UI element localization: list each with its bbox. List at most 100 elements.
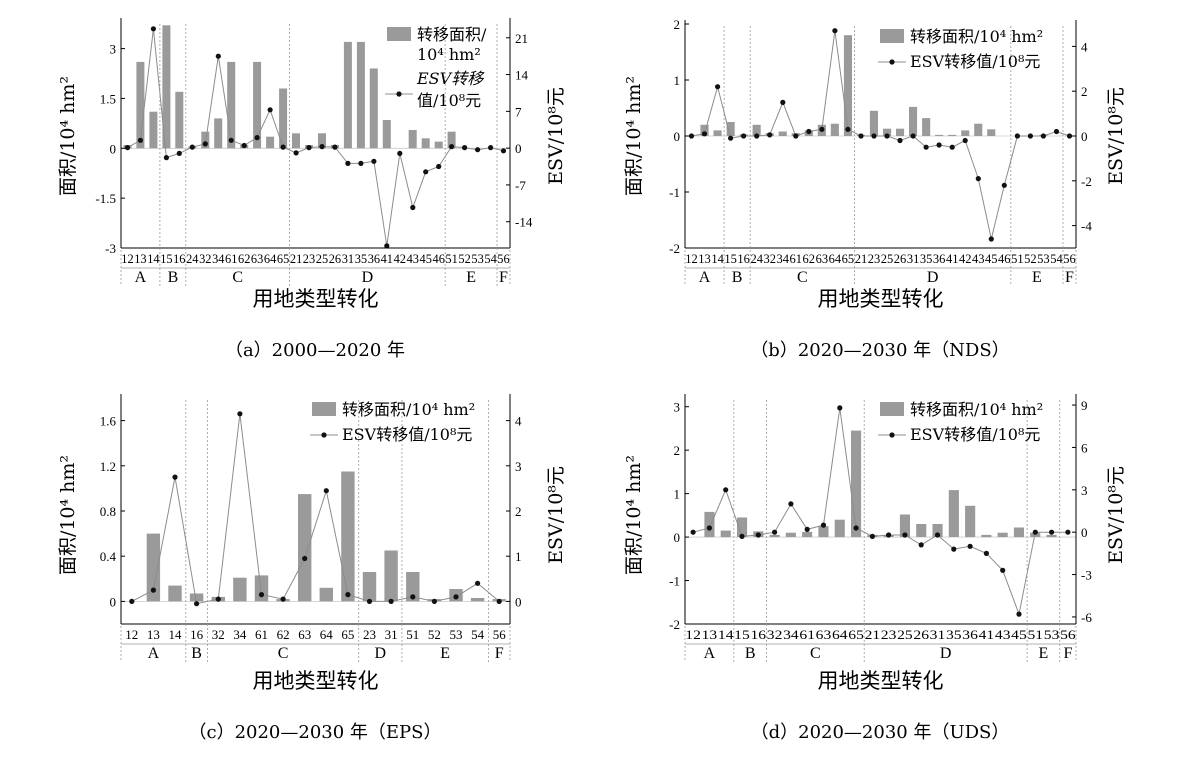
bar-32 [769, 534, 780, 538]
x-tick-label-31: 31 [930, 627, 946, 642]
esv-point-35 [358, 160, 364, 166]
legend: 转移面积/10⁴ hm² ESV转移值/10⁸元 [310, 400, 475, 444]
left-axis-title: 面积/10⁴ hm² [623, 455, 645, 575]
x-tick-label-32: 32 [763, 251, 776, 266]
bar-64 [319, 587, 333, 602]
esv-point-56 [1065, 529, 1071, 535]
esv-point-51 [1014, 133, 1021, 139]
esv-point-25 [902, 532, 908, 538]
x-tick-label-64: 64 [829, 251, 842, 266]
legend: 转移面积/10⁴ hm² ESV转移值/10⁸元 [878, 400, 1043, 444]
x-tick-label-45: 45 [1011, 627, 1027, 642]
x-tick-label-65: 65 [842, 251, 855, 266]
bar-43 [997, 532, 1008, 537]
x-axis-title: 用地类型转化 [818, 669, 944, 693]
x-tick-label-43: 43 [972, 251, 985, 266]
left-tick-label: -2 [669, 241, 680, 256]
esv-point-12 [688, 133, 695, 139]
left-tick-label: 0 [674, 530, 681, 545]
bar-14 [713, 130, 722, 136]
esv-point-23 [366, 598, 373, 605]
bar-32 [201, 131, 210, 149]
bar-13 [146, 533, 161, 602]
esv-point-36 [936, 142, 942, 148]
x-tick-label-64: 64 [832, 627, 848, 642]
esv-point-43 [1000, 567, 1006, 573]
x-tick-label-16: 16 [751, 627, 767, 642]
group-label-F: F [1065, 269, 1074, 286]
x-tick-label-63: 63 [251, 251, 263, 266]
x-tick-label-63: 63 [816, 627, 832, 642]
right-tick-label: 2 [515, 504, 522, 519]
x-tick-label-54: 54 [471, 627, 485, 642]
x-tick-label-12: 12 [121, 251, 133, 266]
group-label-B: B [191, 645, 202, 662]
left-tick-label: 2 [674, 17, 681, 32]
esv-point-61 [793, 133, 799, 139]
esv-point-65 [280, 144, 286, 150]
x-tick-label-12: 12 [685, 251, 698, 266]
esv-point-51 [449, 144, 455, 150]
bar-34 [233, 577, 247, 602]
panel-caption: （c）2020—2030 年（EPS） [188, 722, 441, 743]
right-tick-label: 2 [1081, 84, 1088, 99]
bar-63 [818, 526, 829, 538]
x-tick-label-35: 35 [946, 627, 962, 642]
bar-13 [700, 124, 709, 136]
right-axis-title: ESV/10⁸元 [545, 466, 567, 564]
x-tick-label-13: 13 [702, 627, 718, 642]
esv-point-34 [237, 411, 243, 417]
right-tick-label: -14 [515, 215, 533, 230]
esv-point-14 [715, 84, 721, 90]
x-tick-label-31: 31 [342, 251, 354, 266]
group-label-A: A [135, 269, 147, 286]
x-tick-label-46: 46 [433, 251, 446, 266]
esv-point-51 [1032, 529, 1038, 535]
x-tick-label-45: 45 [420, 251, 432, 266]
bar-65 [843, 35, 852, 137]
bar-31 [909, 106, 918, 136]
bar-43 [974, 123, 983, 136]
x-tick-label-15: 15 [724, 251, 737, 266]
x-tick-label-65: 65 [277, 251, 289, 266]
x-tick-label-62: 62 [277, 627, 290, 642]
right-tick-label: -3 [1081, 568, 1092, 583]
x-tick-label-14: 14 [169, 627, 183, 642]
left-tick-label: 1.2 [100, 459, 116, 474]
esv-point-54 [488, 145, 494, 151]
bar-16 [189, 593, 204, 602]
group-label-C: C [278, 645, 289, 662]
right-tick-label: -2 [1081, 174, 1092, 189]
group-label-D: D [375, 645, 387, 662]
bar-36 [965, 505, 976, 538]
right-tick-label: 14 [515, 68, 529, 83]
group-label-A: A [704, 645, 716, 662]
left-tick-label: -2 [669, 617, 680, 632]
legend-line-marker [889, 432, 895, 438]
esv-point-31 [345, 160, 351, 166]
esv-point-35 [951, 546, 957, 552]
x-tick-label-24: 24 [750, 251, 763, 266]
legend-line-label-2: 值/10⁸元 [417, 91, 481, 110]
bar-21 [292, 133, 300, 149]
esv-point-53 [453, 594, 459, 600]
right-axis-title: ESV/10⁸元 [1105, 466, 1127, 564]
bar-45 [987, 129, 996, 136]
esv-point-15 [739, 533, 745, 540]
esv-point-64 [837, 405, 843, 411]
x-tick-label-51: 51 [1011, 251, 1024, 266]
legend-line-label: ESV转移值/10⁸元 [910, 52, 1040, 71]
x-tick-label-13: 13 [147, 627, 160, 642]
esv-point-16 [194, 601, 200, 607]
panel-caption: （b）2020—2030 年（NDS） [750, 340, 1009, 361]
esv-point-43 [410, 204, 416, 211]
right-tick-label: 0 [1081, 525, 1088, 540]
bar-24 [752, 124, 761, 136]
bar-25 [883, 128, 892, 136]
group-label-A: A [148, 645, 160, 662]
bar-23 [869, 110, 878, 136]
panel-caption: （d）2020—2030 年（UDS） [751, 722, 1010, 743]
legend: 转移面积/10⁴ hm² ESV转移值/10⁸元 [385, 25, 487, 110]
x-tick-label-34: 34 [233, 627, 247, 642]
